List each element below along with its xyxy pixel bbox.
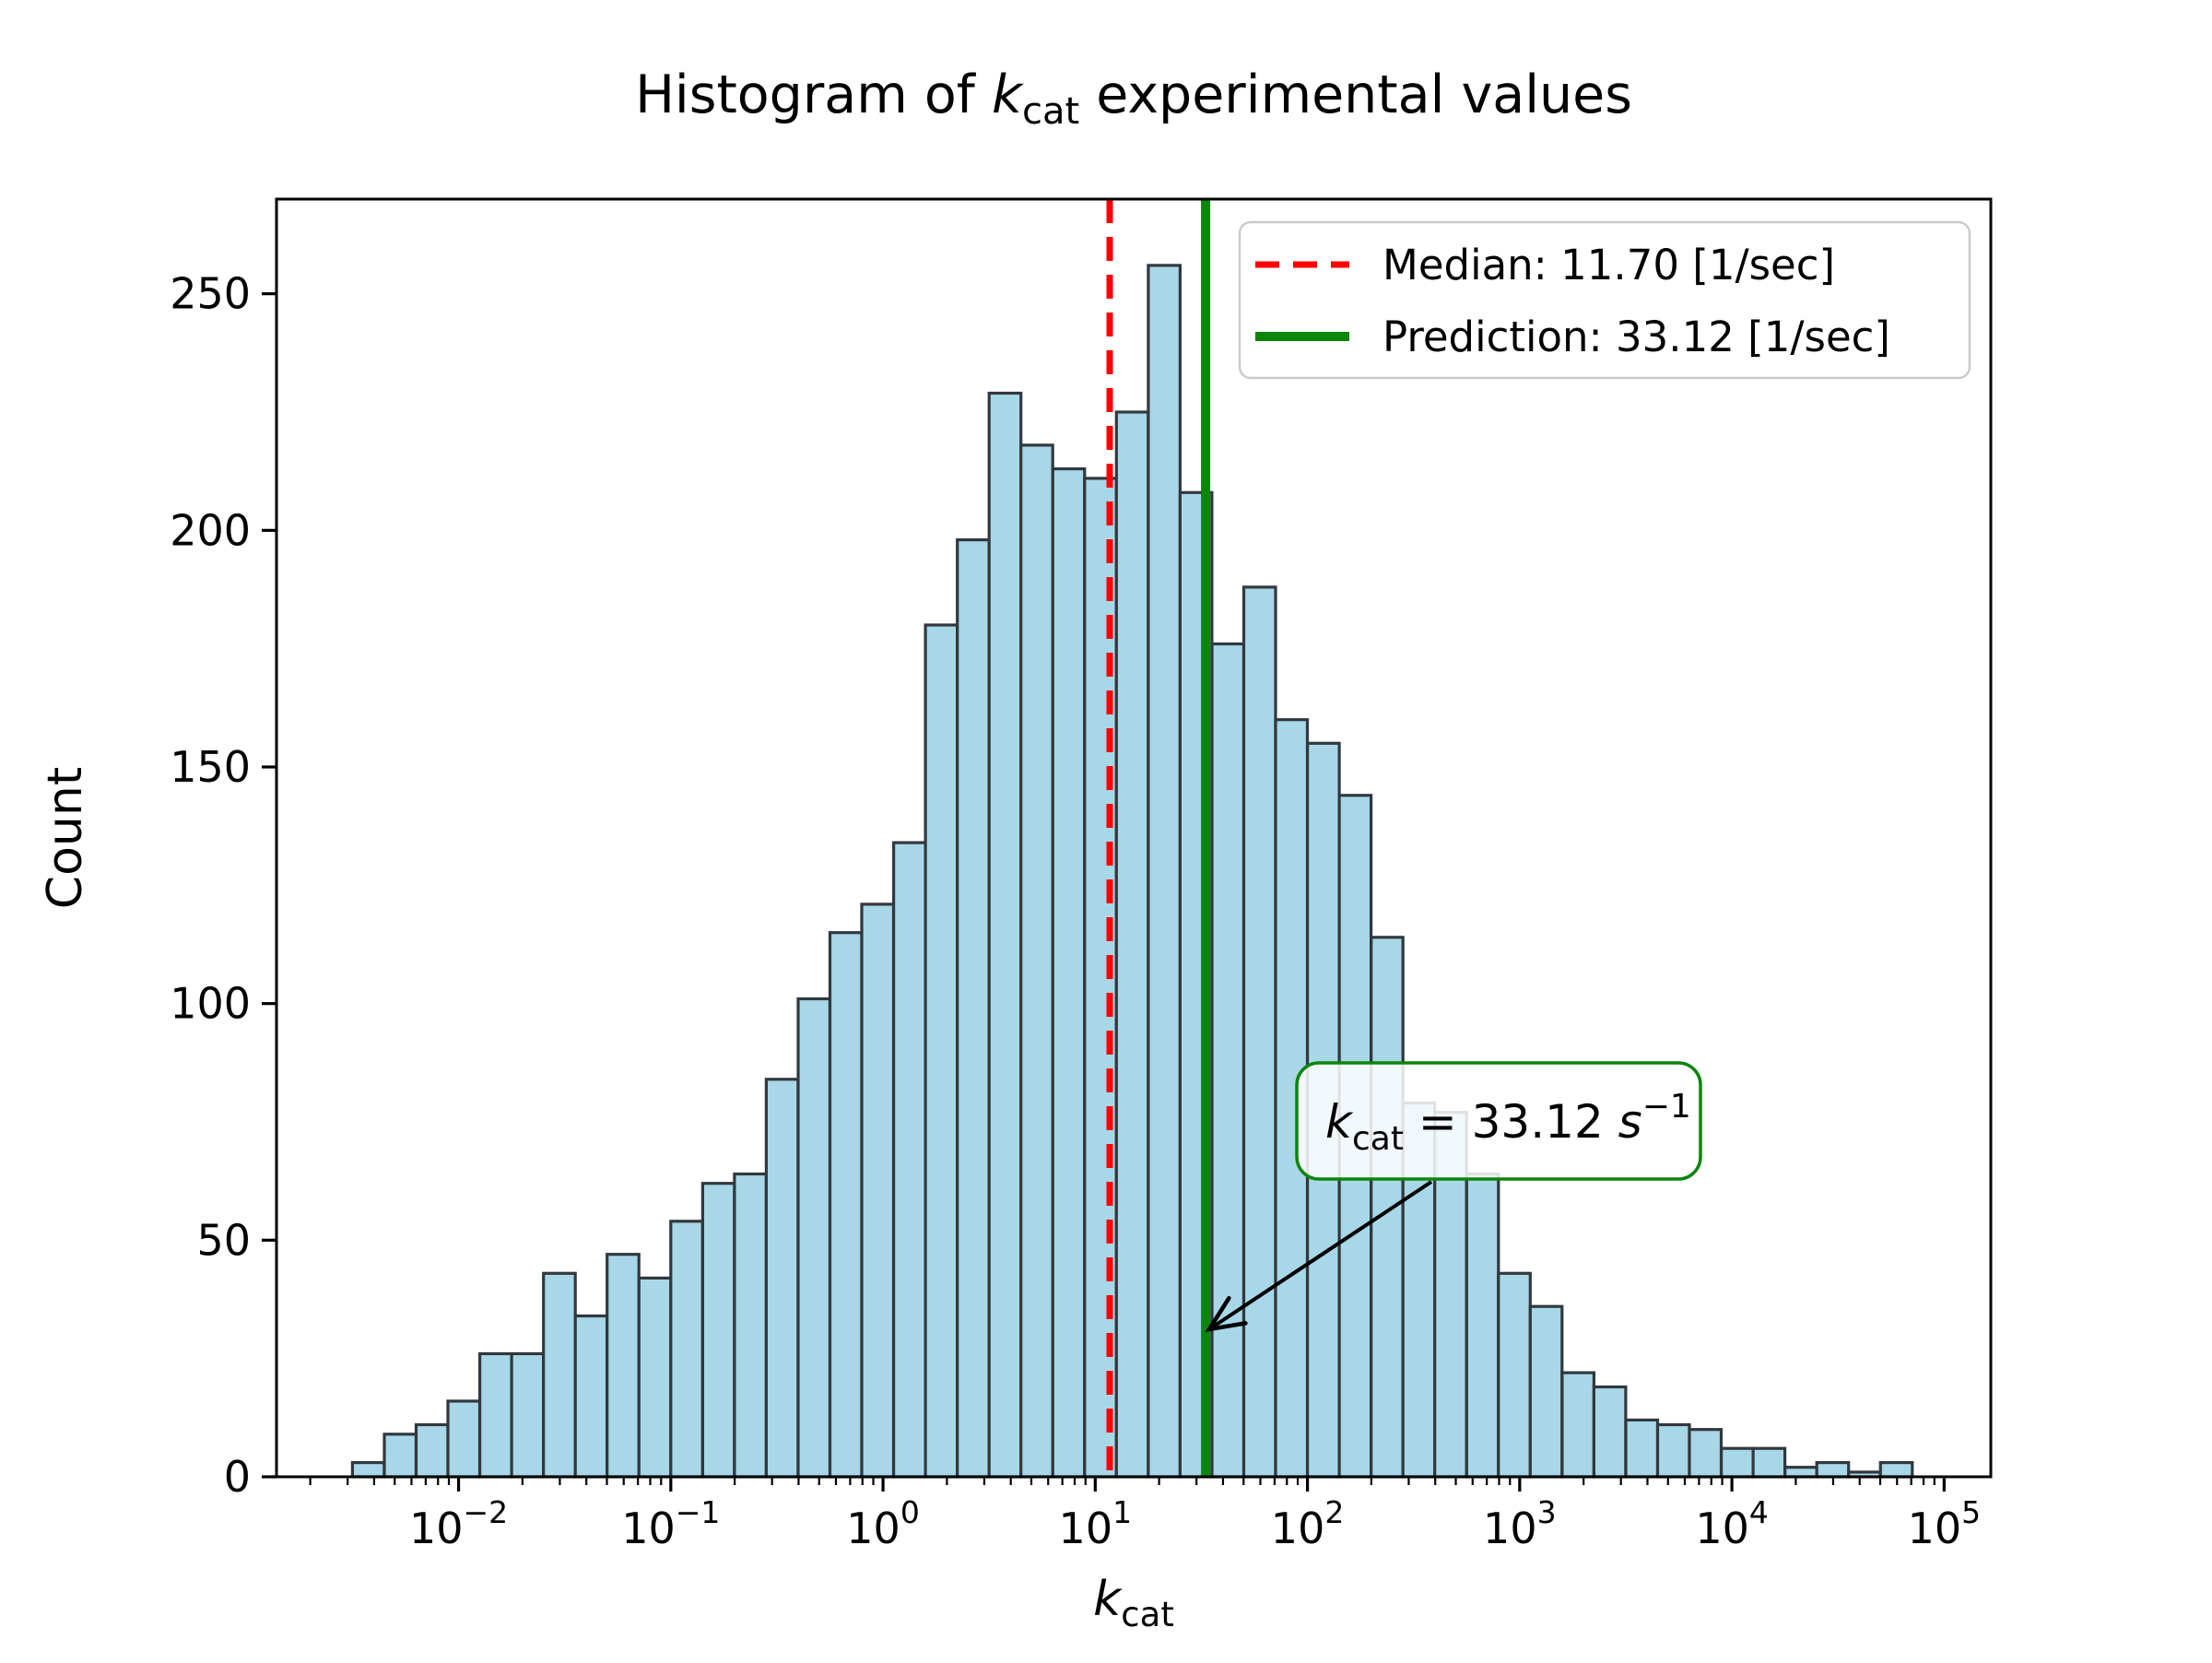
histogram-bar xyxy=(828,931,864,1479)
x-tick-label: 10−2 xyxy=(409,1494,508,1553)
annotation-arrowhead xyxy=(1205,1295,1248,1333)
histogram-bar xyxy=(382,1433,418,1479)
histogram-bar xyxy=(764,1078,800,1479)
histogram-bar xyxy=(700,1182,736,1479)
histogram-bar xyxy=(1210,642,1246,1479)
annotation-box xyxy=(1295,1061,1702,1181)
x-tick-label: 100 xyxy=(846,1494,920,1553)
histogram-bar xyxy=(1370,936,1405,1479)
histogram-bar xyxy=(350,1460,386,1479)
bars-layer xyxy=(350,264,1914,1479)
histogram-bar xyxy=(1655,1422,1691,1479)
text-layer: 10−2 10−1 100 101 102 103 104 105 0 50 100 150 200 25… xyxy=(38,65,1981,1634)
histogram-bar xyxy=(1592,1385,1628,1479)
x-tick-label: 10−1 xyxy=(621,1494,720,1553)
histogram-bar xyxy=(637,1276,673,1479)
plot-border xyxy=(275,197,1993,1479)
histogram-bar xyxy=(733,1172,769,1479)
histogram-bar xyxy=(1878,1460,1914,1479)
x-tick-label: 103 xyxy=(1483,1494,1557,1553)
annotation-layer: kcat = 33.12 s−1 xyxy=(1205,1061,1702,1333)
histogram-bar xyxy=(414,1422,450,1479)
axes-layer xyxy=(262,197,1993,1492)
legend-frame xyxy=(1238,220,1971,380)
x-tick-label: 102 xyxy=(1271,1494,1345,1553)
histogram-bar xyxy=(1114,410,1150,1479)
y-tick-label: 150 xyxy=(170,742,251,792)
histogram-bar xyxy=(1560,1371,1596,1479)
histogram-bar xyxy=(924,623,959,1479)
y-axis-label: Count xyxy=(38,767,93,909)
histogram-bar xyxy=(1719,1446,1755,1479)
histogram-bar xyxy=(1528,1304,1564,1479)
histogram-bar xyxy=(1815,1460,1851,1479)
histogram-bar xyxy=(1497,1271,1532,1479)
histogram-bar xyxy=(1019,443,1054,1479)
annotation-arrow xyxy=(1207,1180,1433,1331)
histogram-bar xyxy=(446,1399,482,1479)
x-tick-label: 104 xyxy=(1695,1494,1769,1553)
histogram-bar xyxy=(573,1314,609,1479)
y-tick-label: 250 xyxy=(170,269,251,319)
histogram-bar xyxy=(891,841,927,1479)
annotation-text: kcat = 33.12 s−1 xyxy=(1325,1088,1691,1158)
reference-lines-layer xyxy=(1106,199,1211,1477)
histogram-bar xyxy=(1465,1172,1500,1479)
x-axis-label: kcat xyxy=(1093,1572,1174,1634)
legend-layer: Median: 11.70 [1/sec] Prediction: 33.12 [… xyxy=(1238,220,1971,380)
histogram-bar xyxy=(987,391,1023,1479)
histogram-bar xyxy=(477,1351,513,1479)
histogram-bar xyxy=(606,1253,641,1479)
legend-prediction-label: Prediction: 33.12 [1/sec] xyxy=(1382,313,1890,361)
histogram-bar xyxy=(956,537,991,1479)
histogram-bar xyxy=(1751,1446,1787,1479)
x-tick-label: 105 xyxy=(1908,1494,1982,1553)
legend-median-label: Median: 11.70 [1/sec] xyxy=(1382,241,1835,289)
x-tick-label: 101 xyxy=(1059,1494,1133,1553)
histogram-bar xyxy=(860,902,896,1479)
y-tick-label: 100 xyxy=(170,979,251,1029)
histogram-bar xyxy=(1241,585,1277,1479)
y-tick-label: 200 xyxy=(170,505,251,555)
histogram-bar xyxy=(1624,1418,1660,1479)
histogram-bar xyxy=(542,1271,577,1479)
histogram-bar xyxy=(1051,467,1087,1479)
chart-title: Histogram of kcat experimental values xyxy=(635,65,1632,133)
histogram-bar xyxy=(510,1351,546,1479)
y-tick-label: 50 xyxy=(196,1215,251,1265)
histogram-bar xyxy=(1688,1428,1724,1479)
histogram-bar xyxy=(1783,1466,1818,1479)
histogram-bar xyxy=(1147,264,1182,1479)
y-tick-label: 0 xyxy=(224,1452,251,1502)
histogram-bar xyxy=(796,997,832,1479)
histogram-bar xyxy=(669,1220,704,1479)
